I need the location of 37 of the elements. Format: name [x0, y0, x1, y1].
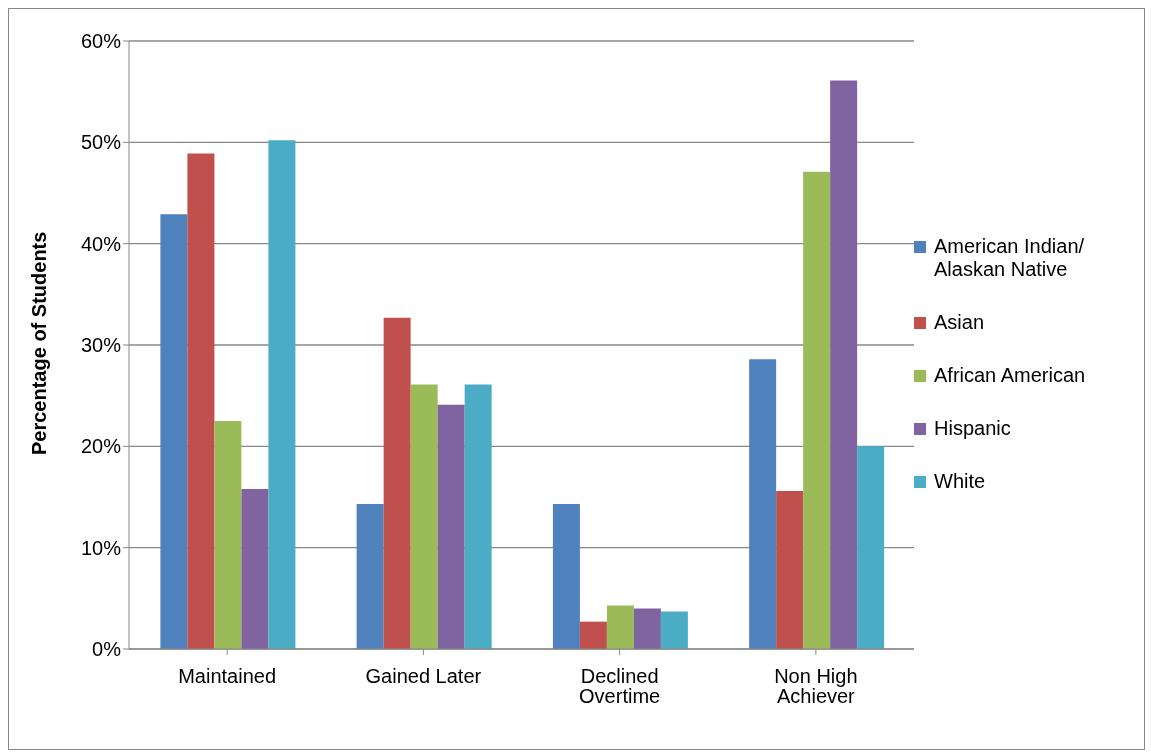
y-tick-label: 40% [80, 232, 122, 255]
y-tick-label: 50% [80, 131, 122, 154]
legend-label: African American [934, 364, 1086, 387]
bar [552, 504, 580, 649]
bar [160, 214, 188, 649]
bar [268, 140, 296, 649]
bar [410, 384, 438, 649]
x-tick-label: Gained Later [365, 665, 482, 688]
x-tick-label: Maintained [178, 665, 277, 688]
y-tick-label: 20% [80, 435, 122, 458]
bar [356, 504, 384, 649]
bar [437, 404, 465, 649]
legend-label: White [934, 470, 986, 493]
bar [187, 153, 215, 649]
y-axis-title: Percentage of Students [28, 231, 51, 455]
bar [830, 80, 858, 649]
y-tick-label: 0% [92, 638, 122, 661]
legend-label: American Indian/ Alaskan Native [934, 235, 1086, 281]
bar [803, 171, 831, 649]
y-tick-label: 30% [80, 334, 122, 357]
bar [857, 446, 885, 649]
bar [660, 611, 688, 649]
x-tick-label: Declined Overtime [579, 665, 661, 708]
x-tick-label: Non High Achiever [774, 665, 858, 708]
bar [383, 317, 411, 649]
legend-label: Asian [934, 311, 985, 334]
y-tick-label: 10% [80, 536, 122, 559]
y-tick-label: 60% [80, 30, 122, 53]
bar [214, 421, 242, 649]
bar [464, 384, 492, 649]
legend-label: Hispanic [934, 417, 1011, 440]
bar [633, 608, 661, 649]
bar [241, 488, 269, 649]
bar [749, 359, 777, 649]
bar [606, 605, 634, 649]
bar [776, 490, 804, 649]
bar [579, 621, 607, 649]
